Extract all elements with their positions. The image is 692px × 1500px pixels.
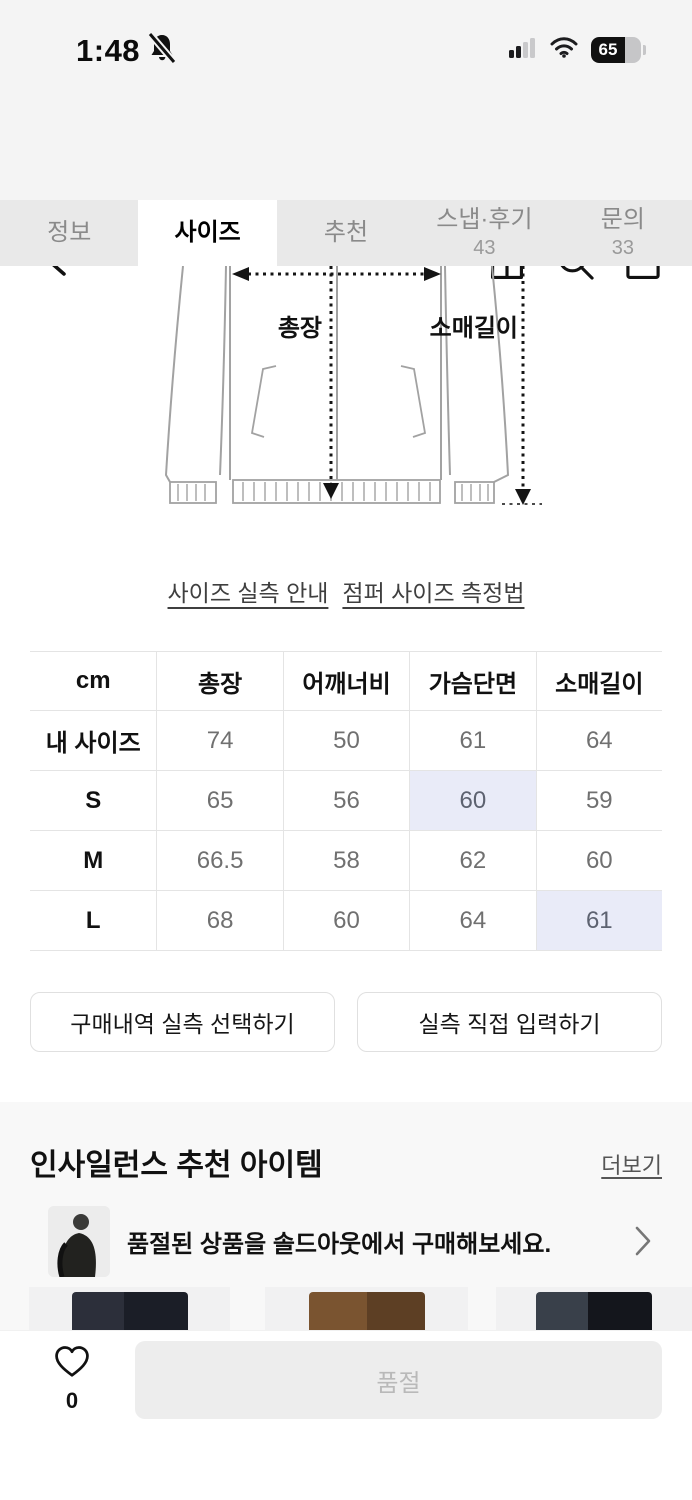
jumper-measure-method-link[interactable]: 점퍼 사이즈 측정법 bbox=[342, 580, 525, 606]
cell: 64 bbox=[409, 891, 536, 951]
tab-size[interactable]: 사이즈 bbox=[138, 200, 277, 266]
tab-recommend[interactable]: 추천 bbox=[323, 218, 369, 246]
battery-percent: 65 bbox=[598, 40, 618, 59]
banner-thumbnail bbox=[48, 1205, 110, 1277]
recommend-section: 인사일런스 추천 아이템 더보기 품절된 상품을 솔드아웃에서 구매해보세요. bbox=[0, 1102, 692, 1330]
like-count: 0 bbox=[65, 1388, 79, 1413]
cell: 62 bbox=[409, 831, 536, 891]
soldout-banner[interactable]: 품절된 상품을 솔드아웃에서 구매해보세요. bbox=[48, 1205, 652, 1277]
see-more-link[interactable]: 더보기 bbox=[601, 1153, 662, 1178]
tab-inquiry[interactable]: 문의 33 bbox=[600, 206, 645, 259]
row-label: L bbox=[30, 891, 157, 951]
cell: 58 bbox=[282, 831, 410, 891]
chevron-right-icon bbox=[634, 1224, 652, 1258]
cell: 61 bbox=[535, 891, 662, 951]
tab-info[interactable]: 정보 bbox=[47, 218, 92, 246]
product-card[interactable] bbox=[496, 1287, 692, 1330]
cell: 50 bbox=[282, 711, 410, 771]
cell: 60 bbox=[535, 831, 662, 891]
cell: 74 bbox=[156, 711, 283, 771]
product-card[interactable] bbox=[265, 1287, 468, 1330]
status-time: 1:48 bbox=[76, 32, 141, 68]
bottom-action-bar: 0 품절 bbox=[0, 1330, 692, 1500]
row-label: M bbox=[30, 831, 157, 891]
snap-review-count: 43 bbox=[473, 236, 496, 259]
cell: 61 bbox=[409, 711, 536, 771]
cell: 60 bbox=[409, 771, 536, 831]
nav-bar: 6 bbox=[0, 110, 692, 280]
row-label: S bbox=[30, 771, 157, 831]
cell: 68 bbox=[156, 891, 283, 951]
col-header: 총장 bbox=[156, 651, 283, 711]
diagram-label-sleeve: 소매길이 bbox=[430, 315, 518, 342]
soldout-button[interactable]: 품절 bbox=[135, 1341, 662, 1419]
cell: 66.5 bbox=[156, 831, 283, 891]
size-table: cm 총장 어깨너비 가슴단면 소매길이 내 사이즈 74 50 61 64 S… bbox=[30, 651, 662, 951]
wifi-icon bbox=[550, 37, 578, 63]
cell: 65 bbox=[156, 771, 283, 831]
banner-text: 품절된 상품을 솔드아웃에서 구매해보세요. bbox=[127, 1230, 552, 1258]
col-header: 가슴단면 bbox=[409, 651, 536, 711]
inquiry-count: 33 bbox=[611, 236, 634, 259]
recommend-product-row bbox=[0, 1287, 692, 1330]
recommend-title: 인사일런스 추천 아이템 bbox=[30, 1149, 323, 1182]
section-tab-bar: 정보 사이즈 추천 스냅·후기 43 문의 33 bbox=[0, 200, 692, 266]
tab-snap-reviews[interactable]: 스냅·후기 43 bbox=[436, 206, 533, 259]
row-label: 내 사이즈 bbox=[30, 711, 157, 771]
notifications-muted-icon bbox=[147, 31, 177, 69]
size-measure-guide-link[interactable]: 사이즈 실측 안내 bbox=[167, 580, 329, 606]
status-bar: 1:48 bbox=[0, 0, 692, 110]
size-diagram: 총장 소매길이 bbox=[96, 265, 596, 533]
col-header: 어깨너비 bbox=[282, 651, 410, 711]
cell: 59 bbox=[535, 771, 662, 831]
col-header: 소매길이 bbox=[535, 651, 662, 711]
heart-icon bbox=[55, 1346, 89, 1377]
cellular-signal-icon bbox=[509, 37, 537, 63]
like-button[interactable]: 0 bbox=[48, 1343, 96, 1414]
input-measure-direct-button[interactable]: 실측 직접 입력하기 bbox=[357, 992, 662, 1052]
battery-icon: 65 bbox=[591, 37, 641, 63]
battery-cap bbox=[643, 45, 646, 55]
col-header: cm bbox=[30, 651, 157, 711]
size-guide-links: 사이즈 실측 안내 점퍼 사이즈 측정법 bbox=[0, 574, 692, 608]
cell: 56 bbox=[282, 771, 410, 831]
diagram-label-length: 총장 bbox=[278, 315, 322, 342]
cell: 64 bbox=[535, 711, 662, 771]
select-purchase-measure-button[interactable]: 구매내역 실측 선택하기 bbox=[30, 992, 335, 1052]
product-card[interactable] bbox=[29, 1287, 230, 1330]
cell: 60 bbox=[282, 891, 410, 951]
